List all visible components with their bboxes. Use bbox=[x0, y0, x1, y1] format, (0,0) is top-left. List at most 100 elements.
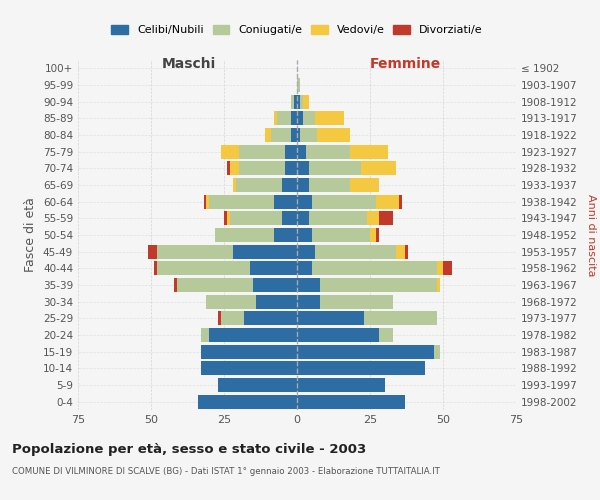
Bar bbox=[314, 244, 396, 259]
Bar bbox=[297, 128, 300, 142]
Bar bbox=[236, 178, 283, 192]
Bar bbox=[303, 94, 308, 109]
Bar bbox=[148, 244, 157, 259]
Bar bbox=[250, 261, 297, 276]
Legend: Celibi/Nubili, Coniugati/e, Vedovi/e, Divorziati/e: Celibi/Nubili, Coniugati/e, Vedovi/e, Di… bbox=[107, 20, 487, 40]
Bar bbox=[230, 161, 239, 176]
Bar bbox=[367, 211, 379, 226]
Bar bbox=[443, 261, 452, 276]
Bar bbox=[297, 178, 308, 192]
Bar bbox=[370, 228, 376, 242]
Bar bbox=[297, 294, 320, 308]
Bar bbox=[361, 161, 396, 176]
Text: Maschi: Maschi bbox=[162, 56, 216, 70]
Bar bbox=[297, 361, 425, 376]
Bar bbox=[308, 178, 350, 192]
Bar bbox=[206, 194, 209, 209]
Bar bbox=[157, 261, 250, 276]
Bar bbox=[256, 294, 297, 308]
Bar bbox=[297, 328, 379, 342]
Bar bbox=[317, 128, 350, 142]
Bar bbox=[297, 94, 300, 109]
Bar bbox=[303, 112, 314, 126]
Bar bbox=[175, 278, 177, 292]
Bar bbox=[297, 161, 308, 176]
Bar bbox=[396, 244, 405, 259]
Bar bbox=[297, 394, 405, 408]
Bar bbox=[320, 294, 394, 308]
Bar bbox=[297, 244, 314, 259]
Bar bbox=[233, 244, 297, 259]
Bar bbox=[399, 194, 402, 209]
Bar bbox=[291, 94, 294, 109]
Bar bbox=[215, 228, 274, 242]
Bar bbox=[198, 394, 297, 408]
Bar bbox=[218, 311, 221, 326]
Bar bbox=[265, 128, 271, 142]
Y-axis label: Anni di nascita: Anni di nascita bbox=[586, 194, 596, 276]
Bar bbox=[283, 178, 297, 192]
Bar bbox=[297, 194, 311, 209]
Bar bbox=[221, 144, 239, 159]
Bar bbox=[157, 244, 233, 259]
Bar bbox=[274, 112, 277, 126]
Bar bbox=[297, 261, 311, 276]
Text: Femmine: Femmine bbox=[370, 56, 440, 70]
Bar bbox=[239, 144, 286, 159]
Bar bbox=[297, 144, 306, 159]
Y-axis label: Fasce di età: Fasce di età bbox=[25, 198, 37, 272]
Bar bbox=[405, 244, 408, 259]
Bar bbox=[244, 311, 297, 326]
Bar bbox=[294, 94, 297, 109]
Bar bbox=[297, 378, 385, 392]
Bar bbox=[218, 378, 297, 392]
Bar bbox=[209, 328, 297, 342]
Bar bbox=[350, 178, 379, 192]
Bar bbox=[376, 228, 379, 242]
Bar bbox=[314, 112, 344, 126]
Bar bbox=[154, 261, 157, 276]
Bar bbox=[209, 194, 274, 209]
Bar bbox=[297, 78, 300, 92]
Bar bbox=[297, 278, 320, 292]
Bar bbox=[297, 112, 303, 126]
Bar bbox=[200, 361, 297, 376]
Bar bbox=[311, 261, 437, 276]
Bar bbox=[227, 211, 230, 226]
Bar bbox=[200, 328, 209, 342]
Bar bbox=[291, 112, 297, 126]
Bar bbox=[311, 228, 370, 242]
Bar bbox=[224, 211, 227, 226]
Bar bbox=[308, 161, 361, 176]
Bar bbox=[230, 211, 283, 226]
Bar bbox=[364, 311, 437, 326]
Bar bbox=[221, 311, 244, 326]
Bar bbox=[437, 261, 443, 276]
Bar bbox=[300, 128, 317, 142]
Bar bbox=[379, 211, 394, 226]
Bar bbox=[437, 278, 440, 292]
Text: Popolazione per età, sesso e stato civile - 2003: Popolazione per età, sesso e stato civil… bbox=[12, 442, 366, 456]
Bar bbox=[300, 94, 303, 109]
Bar bbox=[434, 344, 440, 358]
Bar bbox=[274, 194, 297, 209]
Bar bbox=[277, 112, 291, 126]
Bar bbox=[253, 278, 297, 292]
Bar bbox=[271, 128, 291, 142]
Bar bbox=[227, 161, 230, 176]
Bar bbox=[306, 144, 350, 159]
Bar bbox=[200, 344, 297, 358]
Bar bbox=[297, 211, 308, 226]
Bar bbox=[320, 278, 437, 292]
Bar bbox=[233, 178, 236, 192]
Bar bbox=[286, 144, 297, 159]
Bar bbox=[283, 211, 297, 226]
Bar bbox=[203, 194, 206, 209]
Bar bbox=[274, 228, 297, 242]
Bar bbox=[297, 344, 434, 358]
Bar bbox=[376, 194, 399, 209]
Bar bbox=[350, 144, 388, 159]
Bar bbox=[297, 228, 311, 242]
Text: COMUNE DI VILMINORE DI SCALVE (BG) - Dati ISTAT 1° gennaio 2003 - Elaborazione T: COMUNE DI VILMINORE DI SCALVE (BG) - Dat… bbox=[12, 468, 440, 476]
Bar bbox=[379, 328, 394, 342]
